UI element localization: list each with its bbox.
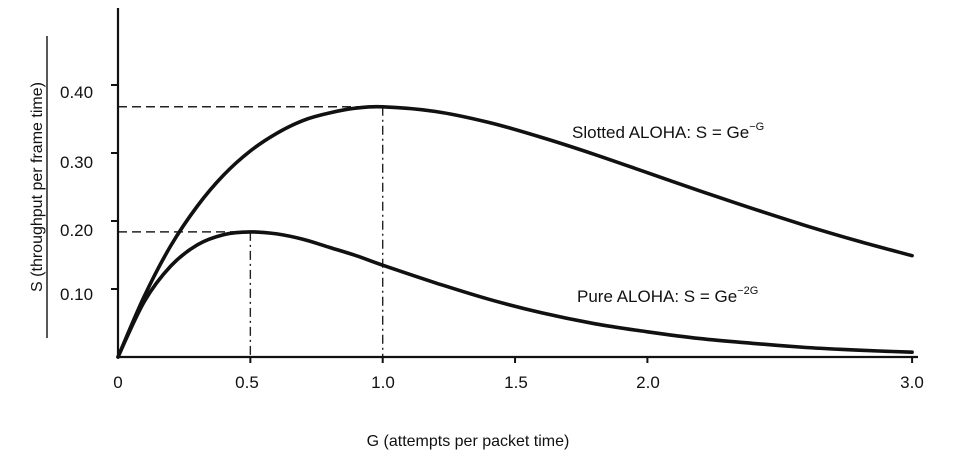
pure-aloha-label: Pure ALOHA: S = Ge−2G xyxy=(577,285,758,306)
slotted-aloha-curve xyxy=(116,104,914,359)
tick-marks xyxy=(111,84,914,363)
slotted-aloha-colon: : xyxy=(686,123,695,142)
y-tick-label-0.10: 0.10 xyxy=(60,285,93,304)
pure-aloha-exponent: −2G xyxy=(737,285,758,297)
x-axis-title: G (attempts per packet time) xyxy=(367,433,570,450)
y-tick-label-0.20: 0.20 xyxy=(60,221,93,240)
pure-aloha-formula: S = Ge xyxy=(684,287,737,306)
y-tick-label-0.40: 0.40 xyxy=(60,83,93,102)
x-tick-label-1.5: 1.5 xyxy=(504,373,528,392)
x-tick-label-1.0: 1.0 xyxy=(371,373,395,392)
x-tick-label-2.0: 2.0 xyxy=(636,373,660,392)
slotted-aloha-formula: S = Ge xyxy=(696,123,749,142)
slotted-aloha-name: Slotted ALOHA xyxy=(572,123,687,142)
slotted-aloha-label: Slotted ALOHA: S = Ge−G xyxy=(572,121,764,142)
series-curves xyxy=(116,104,914,359)
y-tick-label-0.30: 0.30 xyxy=(60,153,93,172)
pure-aloha-curve xyxy=(116,230,914,359)
x-tick-label-0: 0 xyxy=(113,373,122,392)
pure-aloha-colon: : xyxy=(674,287,683,306)
x-tick-label-0.5: 0.5 xyxy=(235,373,259,392)
x-tick-label-3.0: 3.0 xyxy=(900,373,924,392)
pure-aloha-name: Pure ALOHA xyxy=(577,287,675,306)
slotted-aloha-exponent: −G xyxy=(749,121,764,133)
y-axis-title: S (throughput per frame time) xyxy=(29,82,46,292)
reference-lines xyxy=(118,106,384,357)
